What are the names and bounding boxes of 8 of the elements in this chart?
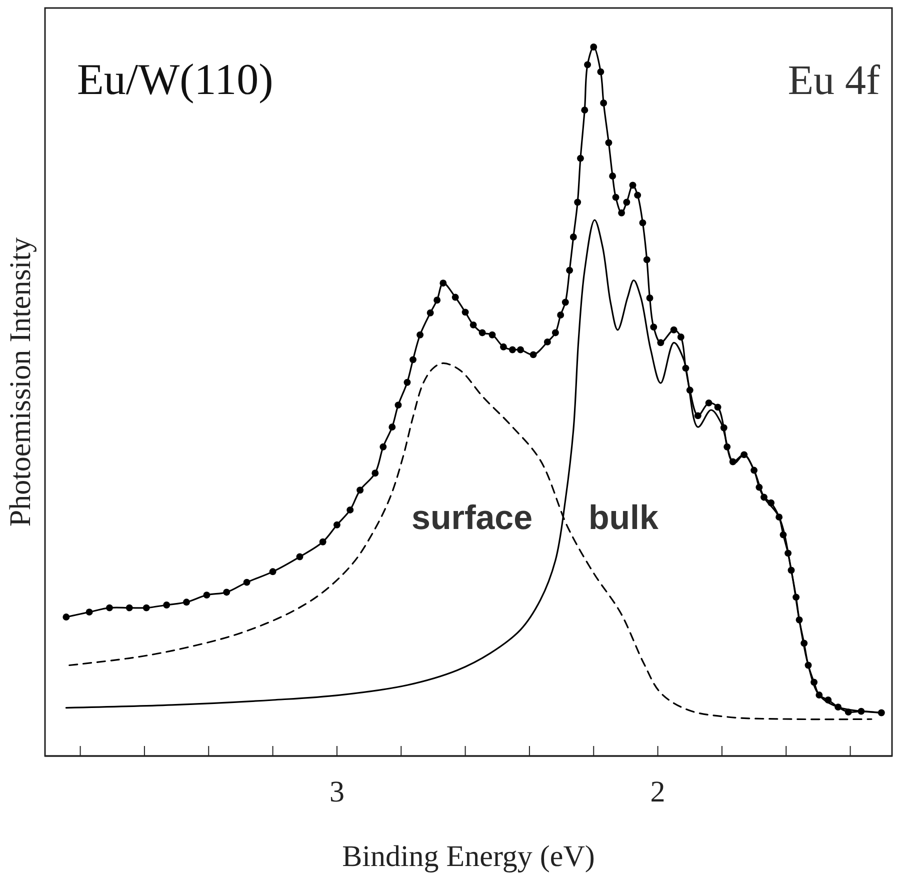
x-tick-label: 2	[650, 775, 666, 808]
series-label: bulk	[588, 499, 658, 538]
series-label: surface	[412, 499, 533, 538]
x-tick-label: 3	[329, 775, 344, 808]
chart-title: Eu/W(110)	[77, 55, 274, 104]
x-axis-title: Binding Energy (eV)	[342, 840, 595, 873]
chart-subtitle: Eu 4f	[788, 58, 880, 104]
y-axis-title: Photoemission Intensity	[4, 237, 37, 527]
